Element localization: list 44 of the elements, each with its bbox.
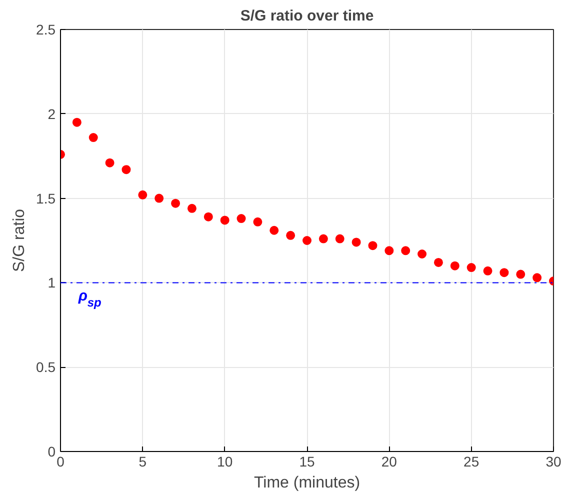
point: [401, 246, 410, 256]
point: [88, 133, 98, 142]
point: [171, 198, 180, 208]
point: [270, 226, 279, 235]
point: [105, 158, 114, 168]
point: [122, 165, 131, 174]
point: [368, 241, 378, 250]
point: [302, 236, 312, 245]
y-tick-label: 1: [48, 274, 56, 291]
point: [286, 230, 296, 240]
y-tick-label: 0: [48, 444, 56, 460]
point: [450, 261, 460, 270]
point: [516, 270, 526, 279]
x-tick-label: 10: [217, 454, 233, 470]
chart-title: S/G ratio over time: [240, 8, 374, 24]
point: [253, 217, 262, 226]
x-tick-label: 20: [381, 454, 398, 470]
x-tick-label: 30: [546, 454, 562, 470]
point: [352, 238, 361, 247]
point: [220, 216, 230, 225]
point: [204, 212, 213, 222]
x-axis-title: Time (minutes): [254, 474, 360, 492]
x-tick-label: 15: [299, 454, 315, 470]
y-tick-label: 0.5: [36, 359, 56, 376]
y-tick-label: 2.5: [36, 22, 56, 38]
point: [187, 204, 196, 213]
point: [154, 194, 164, 203]
point: [318, 234, 328, 244]
x-tick-label: 25: [464, 454, 480, 470]
point: [138, 190, 148, 200]
y-tick-label: 2: [48, 106, 56, 122]
point: [466, 263, 476, 272]
y-tick-label: 1.5: [36, 190, 56, 206]
point: [500, 268, 509, 278]
point: [236, 214, 246, 224]
point: [434, 258, 443, 267]
point: [384, 246, 394, 256]
point: [483, 266, 492, 276]
x-tick-label: 5: [138, 454, 147, 470]
point: [72, 118, 82, 127]
point: [418, 250, 427, 258]
point: [532, 273, 542, 282]
y-axis-title: S/G ratio: [11, 208, 28, 272]
point: [335, 234, 344, 244]
